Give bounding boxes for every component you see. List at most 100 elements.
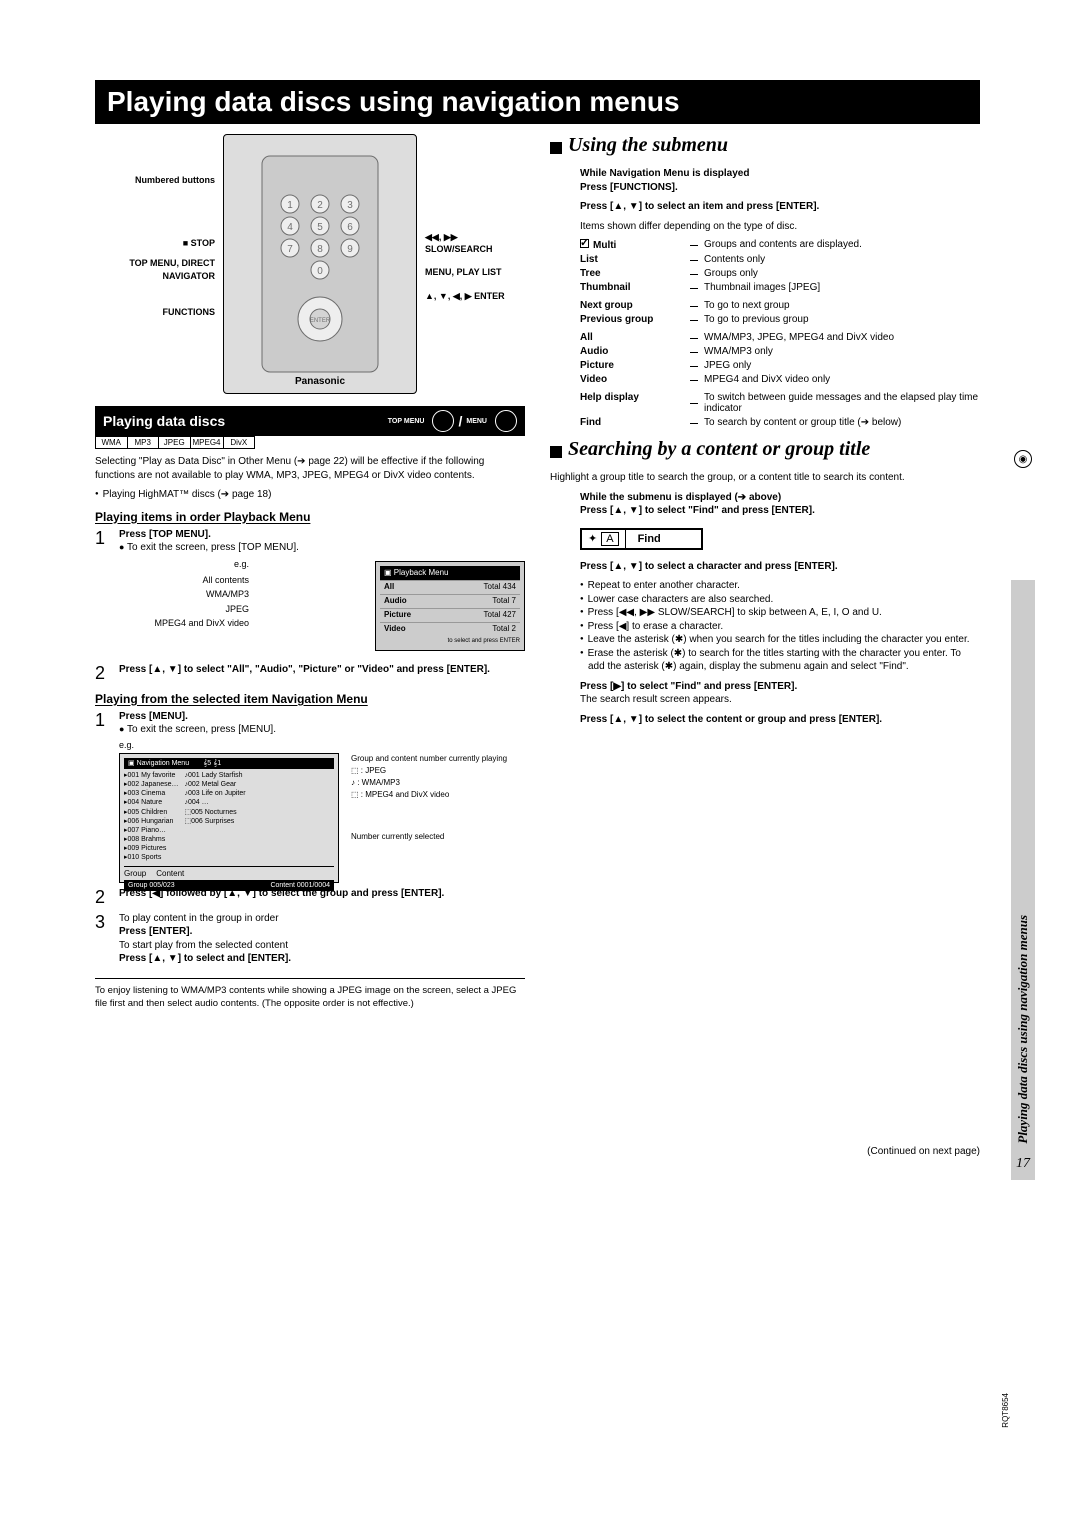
- top-menu-icon: [432, 410, 454, 432]
- opt-val: WMA/MP3, JPEG, MPEG4 and DivX video: [690, 332, 980, 343]
- eg-item: WMA/MP3: [119, 587, 249, 601]
- opt-val: JPEG only: [690, 360, 980, 371]
- nav-side-a: Group and content number currently playi…: [351, 753, 507, 765]
- step-text: Press [▲, ▼] to select "All", "Audio", "…: [119, 664, 490, 675]
- svg-text:4: 4: [287, 222, 293, 233]
- svg-text:3: 3: [347, 200, 353, 211]
- svg-text:0: 0: [317, 266, 323, 277]
- document-code: RQT8654: [1001, 1393, 1010, 1428]
- square-bullet-icon: [550, 142, 562, 154]
- sub-intro: Items shown differ depending on the type…: [580, 220, 980, 234]
- subhead: Playing items in order Playback Menu: [95, 510, 525, 524]
- remote-illustration: 1 2 3 4 5 6 7 8 9 0 ENTER Panason: [223, 134, 417, 394]
- remote-label: ▲, ▼, ◀, ▶ ENTER: [425, 291, 525, 303]
- step-number: 3: [95, 912, 109, 966]
- format-badge: MPEG4: [191, 437, 224, 448]
- menu-icon: [495, 410, 517, 432]
- bullet: Lower case characters are also searched.: [580, 593, 980, 607]
- playback-menu-head: ▣ Playback Menu: [380, 566, 520, 581]
- remote-label: Numbered buttons: [95, 174, 215, 187]
- opt-val: To switch between guide messages and the…: [690, 392, 980, 414]
- search-line: Press [▲, ▼] to select a character and p…: [580, 561, 838, 572]
- pm-total: Total 2: [492, 624, 516, 635]
- section-heading: Searching by a content or group title: [568, 438, 870, 461]
- sub-intro: Press [FUNCTIONS].: [580, 182, 678, 193]
- eg-item: All contents: [119, 573, 249, 587]
- page-number: 17: [1016, 1156, 1030, 1172]
- content-label: Content: [156, 869, 184, 880]
- format-badge: JPEG: [159, 437, 191, 448]
- eg-item: MPEG4 and DivX video: [119, 616, 249, 630]
- remote-label: ◀◀, ▶▶ SLOW/SEARCH: [425, 232, 525, 255]
- bullet: Press [◀] to erase a character.: [580, 620, 980, 634]
- remote-label: TOP MENU, DIRECT NAVIGATOR: [95, 257, 215, 282]
- opt-val: WMA/MP3 only: [690, 346, 980, 357]
- side-tab-text: Playing data discs using navigation menu…: [1015, 915, 1031, 1144]
- paragraph: Selecting "Play as Data Disc" in Other M…: [95, 455, 525, 482]
- step-note: To exit the screen, press [MENU].: [127, 724, 276, 735]
- side-tab: Playing data discs using navigation menu…: [1011, 580, 1035, 1180]
- step-number: 2: [95, 663, 109, 684]
- svg-text:1: 1: [287, 200, 293, 211]
- svg-text:ENTER: ENTER: [310, 318, 331, 324]
- find-sym-icon: ✦: [588, 532, 597, 545]
- opt-val: Contents only: [690, 254, 980, 265]
- opt-val: Thumbnail images [JPEG]: [690, 282, 980, 293]
- search-line: Press [▶] to select "Find" and press [EN…: [580, 681, 797, 692]
- nav-menu-head: ▣ Navigation Menu 𝄞5 𝄞1: [124, 758, 334, 769]
- opt-val: To search by content or group title (➔ b…: [690, 417, 980, 428]
- circle-label: MENU: [466, 418, 487, 425]
- find-box: ✦ A Find: [580, 528, 703, 550]
- remote-brand: Panasonic: [295, 376, 345, 387]
- page-title-band: Playing data discs using navigation menu…: [95, 80, 980, 124]
- search-line: While the submenu is displayed (➔ above): [580, 492, 781, 503]
- step-text: To start play from the selected content: [119, 940, 288, 951]
- nav-foot-group: Group 005/023: [128, 881, 175, 890]
- opt-key: Multi: [593, 240, 616, 251]
- svg-text:6: 6: [347, 222, 353, 233]
- search-para: Highlight a group title to search the gr…: [550, 471, 980, 485]
- opt-key: Next group: [580, 300, 690, 311]
- step-text: Press [MENU].: [119, 711, 188, 722]
- playing-data-discs-band: Playing data discs TOP MENU / MENU: [95, 406, 525, 436]
- pm-row: Audio: [384, 596, 407, 607]
- navigation-menu-box: ▣ Navigation Menu 𝄞5 𝄞1 ▸001 My favorite…: [119, 753, 339, 883]
- pm-total: Total 7: [492, 596, 516, 607]
- format-badge: DivX: [224, 437, 255, 448]
- eye-icon: ◉: [1014, 450, 1032, 468]
- footnote: To enjoy listening to WMA/MP3 contents w…: [95, 985, 525, 1011]
- step-number: 1: [95, 710, 109, 883]
- step-number: 1: [95, 528, 109, 659]
- nav-side-e: Number currently selected: [351, 831, 507, 843]
- section-heading: Using the submenu: [568, 134, 728, 157]
- submenu-options: MultiGroups and contents are displayed. …: [580, 239, 980, 428]
- band-title: Playing data discs: [103, 413, 225, 429]
- check-icon: [580, 239, 589, 248]
- subhead: Playing from the selected item Navigatio…: [95, 692, 525, 706]
- sub-intro: While Navigation Menu is displayed: [580, 168, 749, 179]
- nav-foot-content: Content 0001/0004: [270, 881, 330, 890]
- remote-label: ■ STOP: [95, 237, 215, 250]
- step-text: Press [ENTER].: [119, 926, 192, 937]
- find-input: A: [601, 532, 618, 546]
- step-text: Press [TOP MENU].: [119, 529, 211, 540]
- opt-key: Video: [580, 374, 690, 385]
- bullet: Erase the asterisk (✱) to search for the…: [580, 647, 980, 674]
- svg-text:5: 5: [317, 222, 323, 233]
- opt-key: Help display: [580, 392, 690, 414]
- pm-total: Total 434: [484, 582, 516, 593]
- pm-total: Total 427: [484, 610, 516, 621]
- playback-menu-box: ▣ Playback Menu AllTotal 434 AudioTotal …: [375, 561, 525, 651]
- opt-key: Audio: [580, 346, 690, 357]
- search-line: The search result screen appears.: [580, 694, 732, 705]
- find-label: Find: [626, 531, 701, 547]
- pm-foot: to select and press ENTER: [380, 637, 520, 645]
- opt-val: To go to next group: [690, 300, 980, 311]
- svg-text:2: 2: [317, 200, 323, 211]
- opt-key: Find: [580, 417, 690, 428]
- step-text: Press [▲, ▼] to select and [ENTER].: [119, 953, 291, 964]
- remote-label: FUNCTIONS: [95, 306, 215, 319]
- bullet: Press [◀◀, ▶▶ SLOW/SEARCH] to skip betwe…: [580, 606, 980, 620]
- continued-text: (Continued on next page): [550, 1146, 980, 1157]
- opt-val: MPEG4 and DivX video only: [690, 374, 980, 385]
